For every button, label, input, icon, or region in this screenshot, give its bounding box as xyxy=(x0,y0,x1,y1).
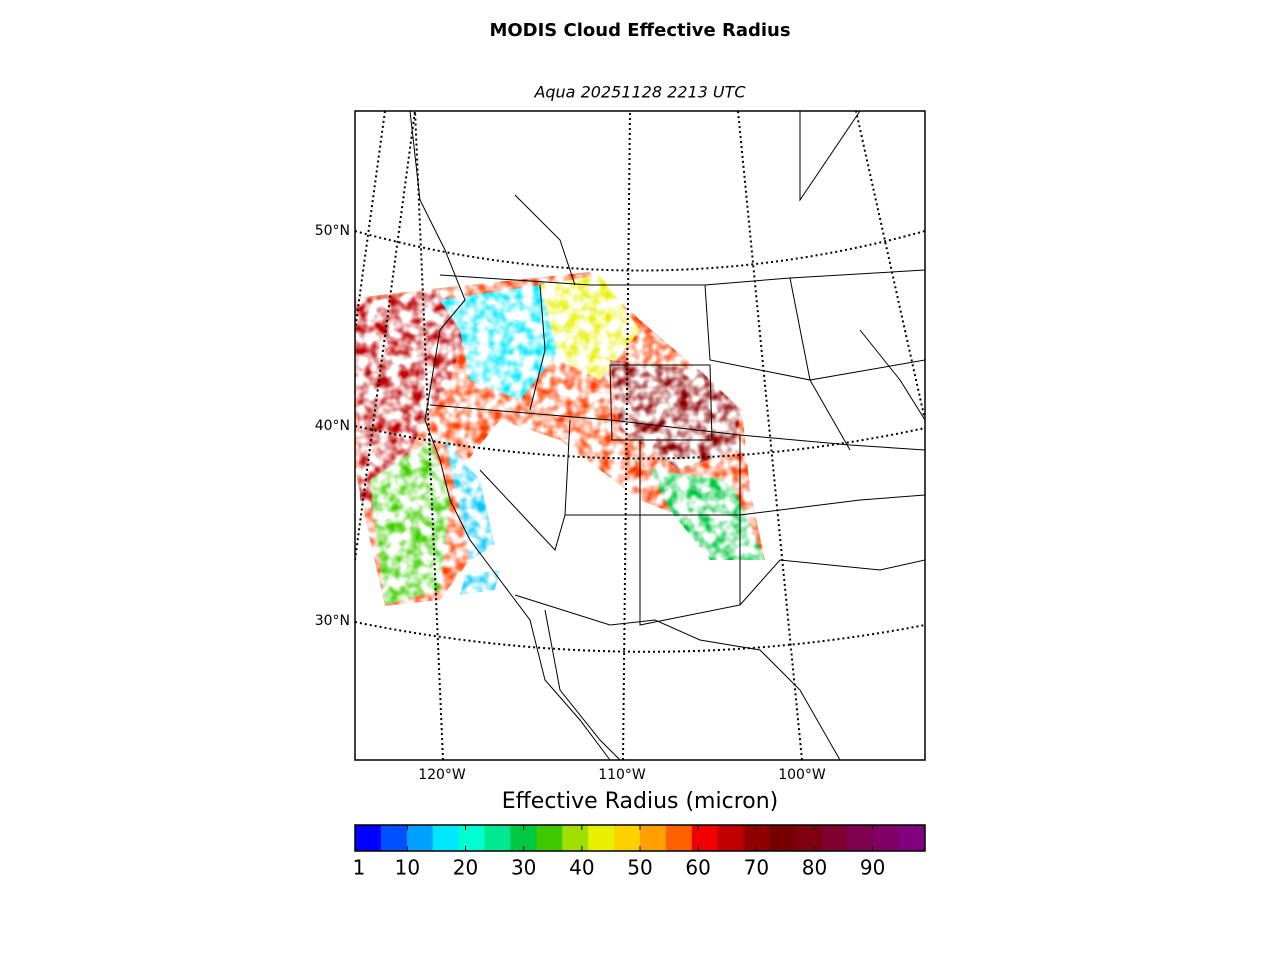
colorbar-segment xyxy=(873,825,900,851)
colorbar-segment xyxy=(769,825,796,851)
colorbar-segment xyxy=(588,825,615,851)
colorbar-segment xyxy=(640,825,667,851)
colorbar-segment xyxy=(717,825,745,851)
colorbar-segment xyxy=(821,825,848,851)
colorbar-segment xyxy=(665,825,693,851)
colorbar-segment xyxy=(536,825,563,851)
colorbar-segment xyxy=(380,825,408,851)
map-area xyxy=(355,111,925,760)
colorbar-segment xyxy=(691,825,719,851)
graticule xyxy=(355,111,925,760)
subtitle: Aqua 20251128 2213 UTC xyxy=(533,83,746,102)
colorbar-tick-label: 70 xyxy=(744,856,769,880)
colorbar-tick-label: 30 xyxy=(511,856,536,880)
lon-label: 120°W xyxy=(418,767,466,783)
colorbar-tick-label: 60 xyxy=(685,856,710,880)
colorbar-segment xyxy=(743,825,771,851)
map-frame xyxy=(354,110,926,761)
colorbar-segment xyxy=(899,825,926,851)
lon-label: 110°W xyxy=(598,767,646,783)
boundaries xyxy=(409,111,925,760)
colorbar-tick-label: 40 xyxy=(569,856,594,880)
colorbar-segment xyxy=(847,825,874,851)
colorbar-segment xyxy=(614,825,641,851)
colorbar-tick-label: 10 xyxy=(395,856,420,880)
colorbar-segment xyxy=(795,825,822,851)
colorbar-tick-label: 1 xyxy=(353,856,366,880)
colorbar-segment xyxy=(406,825,434,851)
colorbar-segment xyxy=(562,825,589,851)
colorbar-tick-label: 90 xyxy=(860,856,885,880)
colorbar: 1 10 20 30 40 50 60 70 80 90 xyxy=(353,824,926,880)
lat-label: 50°N xyxy=(315,223,350,239)
colorbar-tick-label: 80 xyxy=(802,856,827,880)
colorbar-tick-label: 50 xyxy=(627,856,652,880)
colorbar-segment xyxy=(484,825,511,851)
colorbar-tick-label: 20 xyxy=(453,856,478,880)
colorbar-segment xyxy=(355,825,382,851)
colorbar-segment xyxy=(432,825,460,851)
lat-label: 40°N xyxy=(315,418,350,434)
cloud-swath xyxy=(355,272,765,606)
colorbar-segment xyxy=(458,825,486,851)
colorbar-label: Effective Radius (micron) xyxy=(502,789,779,814)
lat-label: 30°N xyxy=(315,613,350,629)
title: MODIS Cloud Effective Radius xyxy=(489,20,790,41)
lon-label: 100°W xyxy=(778,767,826,783)
